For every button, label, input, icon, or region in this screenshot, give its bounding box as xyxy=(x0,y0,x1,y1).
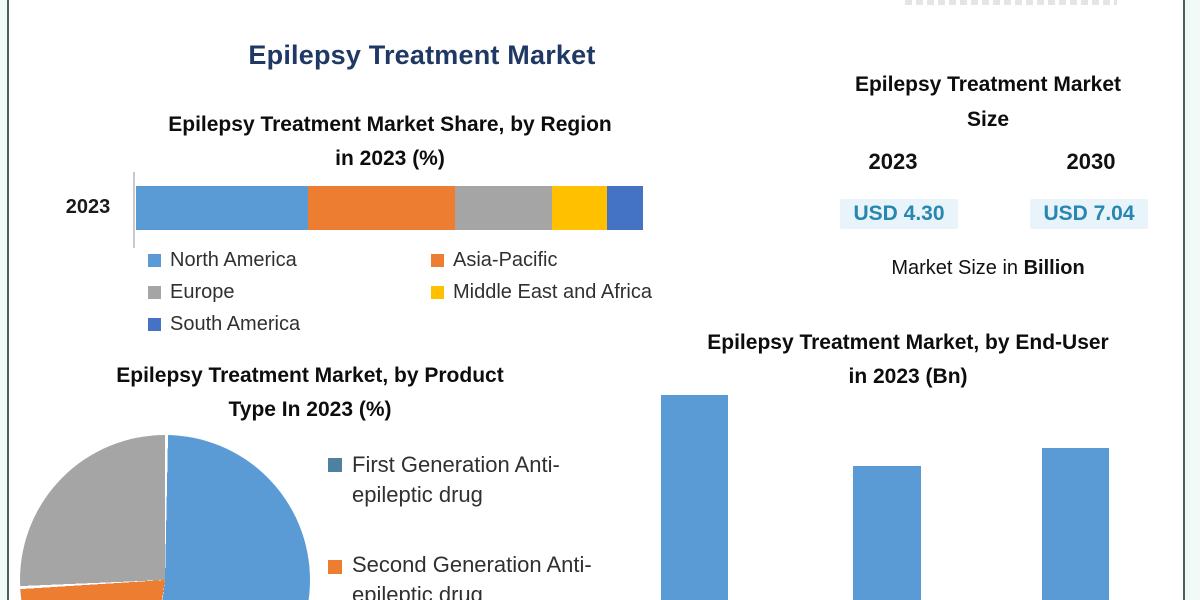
legend-swatch-middle-east-africa xyxy=(431,286,444,299)
bar-segment-asia-pacific xyxy=(308,186,456,230)
page-title: Epilepsy Treatment Market xyxy=(248,40,596,70)
market-size-year-2023: 2023 xyxy=(868,149,918,174)
region-chart-title-line2: in 2023 (%) xyxy=(335,147,445,170)
end-user-bar xyxy=(853,466,921,600)
market-size-caption: Market Size in Billion xyxy=(838,257,1138,280)
legend-item-north-america: North America xyxy=(148,249,297,272)
legend-swatch-north-america xyxy=(148,254,161,267)
legend-swatch-europe xyxy=(148,286,161,299)
market-size-value-2030: USD 7.04 xyxy=(1030,199,1148,229)
legend-label: South America xyxy=(170,313,301,335)
legend-item-first-generation: First Generation Anti- epileptic drug xyxy=(352,450,560,510)
market-size-year-2030: 2030 xyxy=(1066,149,1116,174)
legend-item-middle-east-africa: Middle East and Africa xyxy=(431,281,652,304)
legend-item-europe: Europe xyxy=(148,281,235,304)
bar-segment-south-america xyxy=(607,186,643,230)
legend-swatch-asia-pacific xyxy=(431,254,444,267)
legend-label: Europe xyxy=(170,281,235,303)
frame-border-right xyxy=(1183,0,1185,600)
y-axis-line xyxy=(133,172,135,248)
legend-item-asia-pacific: Asia-Pacific xyxy=(431,249,557,272)
end-user-title-line2: in 2023 (Bn) xyxy=(848,365,968,388)
product-type-title-line1: Epilepsy Treatment Market, by Product xyxy=(116,364,504,387)
legend-label-line2: epileptic drug xyxy=(352,482,483,507)
bar-segment-middle-east-and-africa xyxy=(551,186,608,230)
legend-label: Middle East and Africa xyxy=(453,281,652,303)
legend-label-line1: First Generation Anti- xyxy=(352,452,560,477)
legend-swatch-first-generation xyxy=(328,458,342,472)
legend-item-south-america: South America xyxy=(148,313,300,336)
region-stacked-bar xyxy=(136,186,643,230)
market-size-caption-prefix: Market Size in xyxy=(891,257,1024,279)
end-user-bar xyxy=(1042,448,1109,600)
product-type-pie xyxy=(20,435,310,600)
market-size-value-2023: USD 4.30 xyxy=(840,199,958,229)
product-type-title-line2: Type In 2023 (%) xyxy=(228,398,392,421)
frame-strip-left xyxy=(0,0,7,600)
axis-category-label: 2023 xyxy=(65,196,111,218)
legend-label: Asia-Pacific xyxy=(453,249,558,271)
frame-border-left xyxy=(7,0,9,600)
end-user-title-line1: Epilepsy Treatment Market, by End-User xyxy=(707,331,1109,354)
cropped-text-remnant xyxy=(905,0,1117,5)
legend-swatch-second-generation xyxy=(328,560,342,574)
legend-label-line2: epileptic drug xyxy=(352,582,483,600)
market-size-title-line1: Epilepsy Treatment Market xyxy=(854,73,1122,96)
legend-item-second-generation: Second Generation Anti- epileptic drug xyxy=(352,550,592,600)
bar-segment-europe xyxy=(455,186,552,230)
legend-label-line1: Second Generation Anti- xyxy=(352,552,592,577)
market-size-title-line2: Size xyxy=(966,108,1010,131)
market-size-caption-unit: Billion xyxy=(1023,257,1085,279)
legend-swatch-south-america xyxy=(148,318,161,331)
bar-segment-north-america xyxy=(136,186,309,230)
frame-strip-right xyxy=(1185,0,1200,600)
end-user-bar xyxy=(661,395,728,600)
legend-label: North America xyxy=(170,249,297,271)
region-chart-title-line1: Epilepsy Treatment Market Share, by Regi… xyxy=(168,113,612,136)
